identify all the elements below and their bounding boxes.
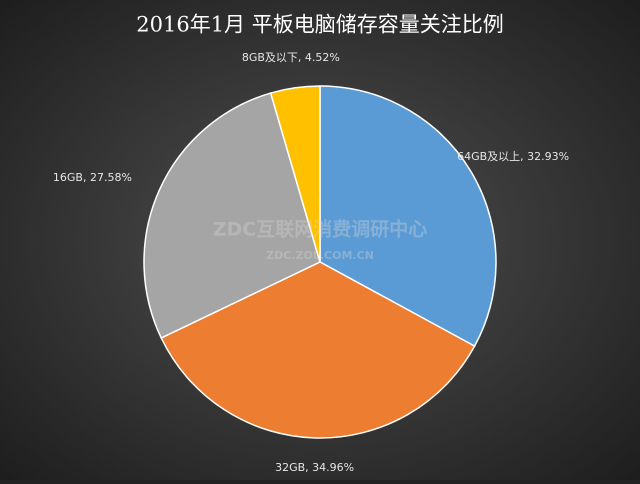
chart-title: 2016年1月 平板电脑储存容量关注比例 — [136, 13, 503, 37]
watermark-url: ZDC.ZOL.COM.CN — [266, 249, 374, 262]
pie-slice — [319, 85, 497, 348]
pie-slice — [143, 92, 321, 339]
pie — [143, 85, 497, 439]
data-label: 32GB, 34.96% — [275, 461, 354, 474]
data-label: 16GB, 27.58% — [53, 171, 132, 184]
pie-slice — [160, 261, 476, 439]
watermark: ZDC互联网消费调研中心 — [213, 218, 428, 241]
data-label: 64GB及以上, 32.93% — [457, 150, 569, 163]
data-label: 8GB及以下, 4.52% — [242, 51, 340, 64]
pie-slice — [269, 85, 321, 263]
